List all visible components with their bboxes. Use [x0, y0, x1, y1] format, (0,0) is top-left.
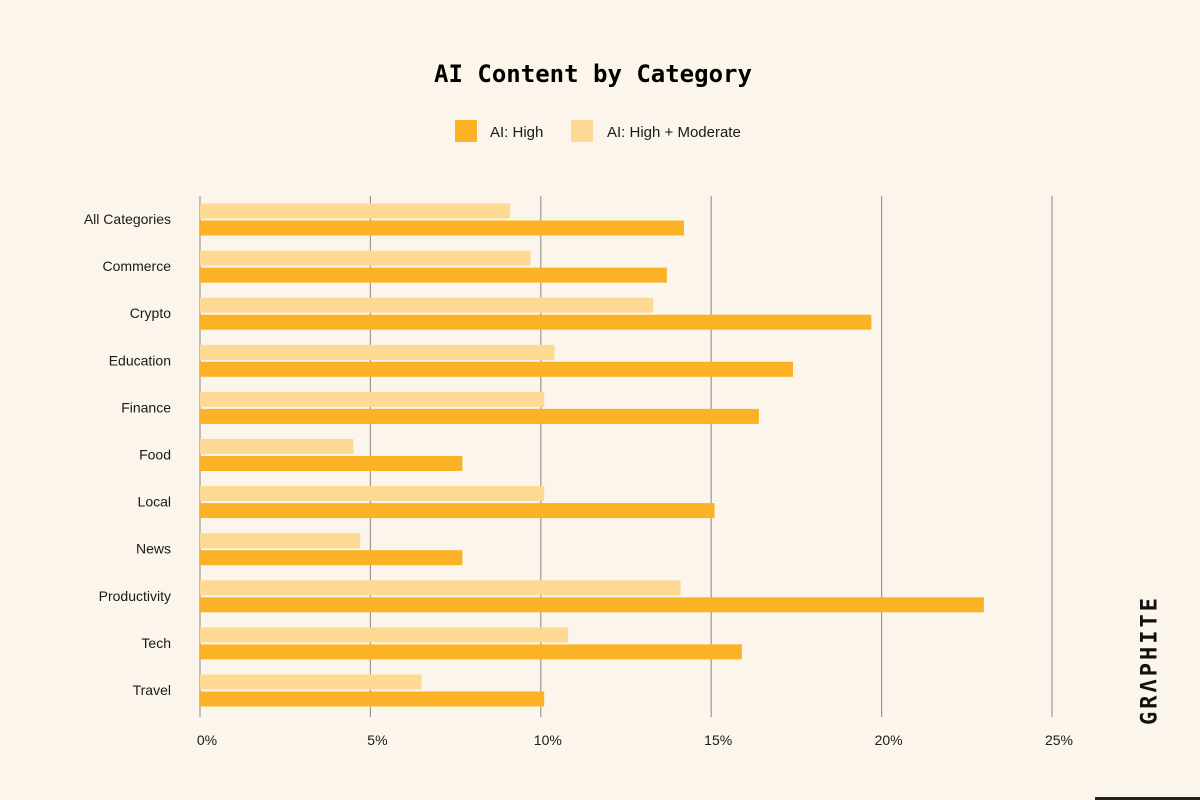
- corner-divider: [1095, 797, 1200, 800]
- category-label-crypto: Crypto: [130, 305, 171, 321]
- bar-high-food: [200, 456, 463, 471]
- bar-high-all-categories: [200, 220, 684, 236]
- bar-high-moderate-travel: [200, 674, 422, 690]
- x-axis-tick-labels: 0% 5% 10% 15% 20% 25%: [197, 732, 1073, 748]
- bar-high-local: [200, 503, 715, 519]
- bar-high-commerce: [200, 267, 667, 283]
- legend-label-high-moderate: AI: High + Moderate: [607, 124, 741, 141]
- x-tick-label-5: 5%: [367, 732, 387, 748]
- category-label-commerce: Commerce: [103, 258, 172, 274]
- category-label-tech: Tech: [141, 635, 171, 651]
- bar-high-crypto: [200, 314, 872, 330]
- bar-high-finance: [200, 408, 759, 424]
- bar-high-moderate-news: [200, 533, 361, 549]
- x-tick-label-25: 25%: [1045, 732, 1073, 748]
- category-label-travel: Travel: [133, 682, 171, 698]
- bar-high-moderate-education: [200, 344, 555, 360]
- chart-title: AI Content by Category: [434, 60, 752, 88]
- bar-high-moderate-all-categories: [200, 203, 511, 219]
- bar-high-tech: [200, 644, 742, 660]
- bar-high-moderate-commerce: [200, 250, 531, 266]
- bar-high-travel: [200, 691, 545, 707]
- x-tick-label-0: 0%: [197, 732, 217, 748]
- category-label-food: Food: [139, 447, 171, 463]
- graphite-logo: GRΛPHITE: [1137, 595, 1163, 725]
- x-tick-label-15: 15%: [704, 732, 732, 748]
- bars: [200, 203, 984, 707]
- category-labels: All Categories Commerce Crypto Education Fin…: [84, 211, 171, 698]
- legend: AI: High AI: High + Moderate: [455, 120, 741, 142]
- bar-high-news: [200, 550, 463, 566]
- legend-swatch-high: [455, 120, 477, 142]
- category-label-education: Education: [109, 352, 171, 368]
- legend-label-high: AI: High: [490, 124, 543, 141]
- category-label-finance: Finance: [121, 399, 171, 415]
- category-label-news: News: [136, 541, 171, 557]
- x-tick-label-20: 20%: [875, 732, 903, 748]
- legend-swatch-high-moderate: [571, 120, 593, 142]
- bar-high-productivity: [200, 597, 984, 613]
- bar-high-moderate-finance: [200, 391, 545, 407]
- category-label-all-categories: All Categories: [84, 211, 171, 227]
- bar-high-moderate-crypto: [200, 297, 654, 313]
- bar-high-moderate-local: [200, 486, 545, 502]
- bar-high-education: [200, 361, 793, 377]
- category-label-productivity: Productivity: [99, 588, 171, 604]
- bar-high-moderate-productivity: [200, 580, 681, 596]
- category-label-local: Local: [138, 494, 171, 510]
- x-tick-label-10: 10%: [534, 732, 562, 748]
- bar-high-moderate-food: [200, 439, 354, 454]
- bar-high-moderate-tech: [200, 627, 569, 643]
